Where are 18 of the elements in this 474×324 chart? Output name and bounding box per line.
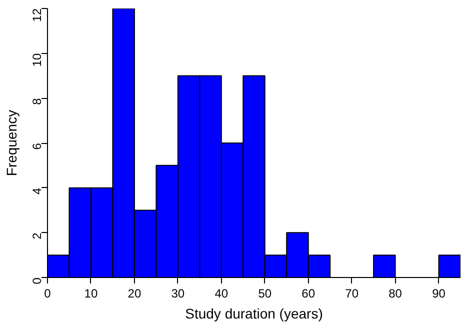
x-tick-label: 50: [258, 286, 272, 300]
x-tick-label: 80: [388, 286, 402, 300]
x-tick-label: 10: [84, 286, 98, 300]
x-tick-label: 30: [171, 286, 185, 300]
y-tick-label: 2: [30, 232, 44, 240]
y-tick-label: 4: [30, 188, 44, 195]
x-tick-label: 90: [432, 286, 446, 300]
x-tick-label: 60: [302, 286, 316, 300]
y-tick-label: 8: [30, 98, 44, 105]
x-tick-label: 20: [128, 286, 142, 300]
y-tick-label: 10: [30, 53, 44, 67]
y-axis-title: Frequency: [4, 110, 20, 176]
x-tick-label: 40: [214, 286, 228, 300]
y-tick-label: 6: [30, 142, 44, 150]
x-axis-title: Study duration (years): [185, 306, 323, 322]
x-tick-label: 70: [345, 286, 359, 300]
y-tick-label: 0: [30, 277, 44, 284]
y-tick-label: 12: [30, 8, 44, 22]
